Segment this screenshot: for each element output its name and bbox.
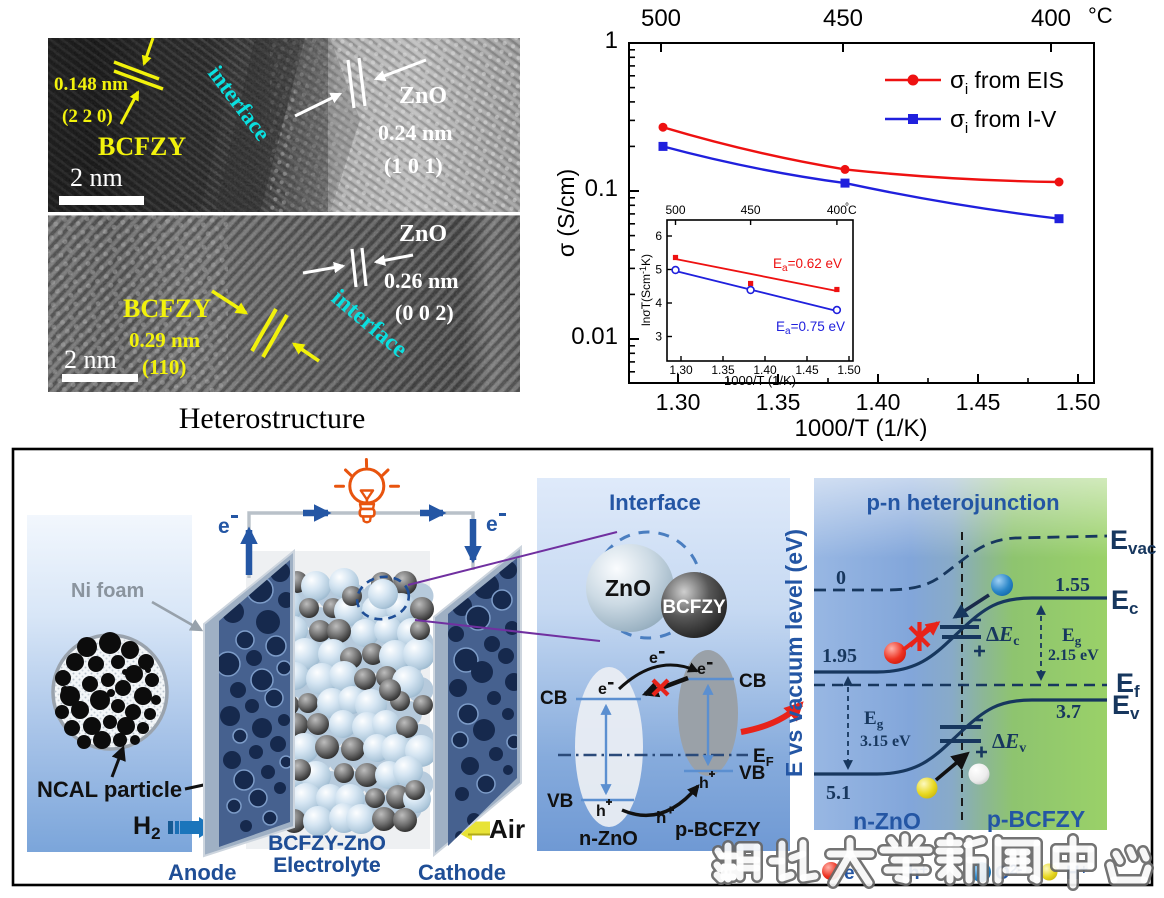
svg-text:3: 3 (655, 330, 662, 344)
svg-text:h: h (596, 803, 606, 820)
svg-text:0.148 nm: 0.148 nm (54, 74, 128, 95)
svg-text:(0 0 2): (0 0 2) (395, 300, 454, 325)
svg-text:1.30: 1.30 (669, 363, 693, 377)
svg-text:0: 0 (836, 567, 846, 589)
svg-text:°C: °C (1088, 3, 1113, 28)
svg-text:0.29 nm: 0.29 nm (129, 328, 201, 352)
svg-text:1.40: 1.40 (856, 389, 901, 415)
svg-text:Heterostructure: Heterostructure (179, 402, 366, 435)
svg-text:1.45: 1.45 (795, 363, 819, 377)
svg-text:500: 500 (641, 5, 681, 32)
svg-text:(1 0 1): (1 0 1) (384, 153, 443, 178)
svg-text:4: 4 (655, 296, 662, 310)
svg-text:NCAL particle: NCAL particle (37, 777, 182, 802)
svg-text:450: 450 (741, 203, 761, 217)
svg-text:p-BCFZY: p-BCFZY (987, 806, 1085, 832)
svg-text:ZnO: ZnO (605, 575, 651, 601)
svg-text:σi from I-V: σi from I-V (950, 106, 1057, 137)
svg-text:E vs vacuum level (eV): E vs vacuum level (eV) (781, 529, 807, 777)
svg-text:BCFZY-ZnO: BCFZY-ZnO (268, 832, 386, 855)
svg-text:BCFZY: BCFZY (123, 294, 211, 323)
svg-text:6: 6 (655, 229, 662, 243)
svg-text:2 nm: 2 nm (70, 163, 123, 192)
svg-text:e: e (697, 661, 706, 678)
svg-text:°: ° (845, 202, 849, 213)
svg-text:Electrolyte: Electrolyte (273, 854, 380, 877)
svg-text:2 nm: 2 nm (64, 345, 117, 374)
svg-text:p-BCFZY: p-BCFZY (675, 819, 761, 841)
svg-text:Cathode: Cathode (418, 860, 506, 885)
svg-text:CB: CB (540, 688, 567, 709)
svg-text:5: 5 (655, 263, 662, 277)
svg-text:e: e (649, 650, 658, 667)
svg-text:1.40: 1.40 (753, 363, 777, 377)
svg-text:σ (S/cm): σ (S/cm) (553, 169, 579, 257)
svg-text:e: e (486, 513, 498, 536)
svg-text:h: h (699, 775, 709, 792)
svg-text:e: e (598, 681, 607, 698)
svg-text:ZnO: ZnO (399, 221, 447, 247)
svg-text:0.01: 0.01 (571, 323, 618, 350)
svg-text:1.30: 1.30 (656, 389, 701, 415)
svg-text:0.24 nm: 0.24 nm (378, 120, 453, 145)
svg-text:400: 400 (1031, 5, 1071, 32)
svg-text:(110): (110) (142, 355, 186, 379)
svg-text:BCFZY-ZnO: BCFZY-ZnO (268, 832, 386, 855)
svg-text:1.50: 1.50 (1056, 389, 1101, 415)
svg-text:(2 2 0): (2 2 0) (62, 106, 113, 127)
svg-text:450: 450 (823, 5, 863, 32)
svg-text:1.55: 1.55 (1055, 574, 1090, 596)
svg-text:Interface: Interface (609, 490, 701, 515)
svg-text:C: C (848, 203, 857, 217)
svg-text:lnσT(Scm-1K): lnσT(Scm-1K) (638, 254, 653, 326)
svg-text:2.15 eV: 2.15 eV (1048, 647, 1099, 664)
svg-text:400: 400 (827, 203, 847, 217)
svg-text:e: e (218, 515, 230, 538)
svg-text:5.1: 5.1 (826, 782, 851, 804)
svg-text:Electrolyte: Electrolyte (273, 854, 380, 877)
svg-text:BCFZY: BCFZY (662, 597, 726, 618)
svg-text:Ea=0.75 eV: Ea=0.75 eV (776, 319, 845, 337)
svg-text:h: h (656, 808, 666, 827)
svg-text:VB: VB (739, 763, 765, 784)
svg-text:0.1: 0.1 (585, 175, 618, 202)
svg-text:500: 500 (665, 203, 685, 217)
svg-text:3.15 eV: 3.15 eV (860, 733, 911, 750)
svg-text:0.26 nm: 0.26 nm (384, 268, 459, 293)
svg-text:1: 1 (605, 27, 618, 54)
svg-text:ΔEv: ΔEv (992, 729, 1026, 756)
svg-text:1000/T (1/K): 1000/T (1/K) (795, 415, 928, 442)
svg-text:ZnO: ZnO (399, 83, 447, 109)
svg-text:BCFZY: BCFZY (98, 132, 186, 161)
svg-text:Ni foam: Ni foam (71, 580, 144, 602)
svg-text:Anode: Anode (168, 860, 236, 885)
svg-text:σi from EIS: σi from EIS (950, 67, 1064, 98)
svg-text:p-n heterojunction: p-n heterojunction (866, 490, 1059, 515)
svg-text:3.7: 3.7 (1056, 701, 1081, 723)
svg-text:1.35: 1.35 (756, 389, 801, 415)
svg-text:n-ZnO: n-ZnO (579, 828, 638, 850)
svg-text:CB: CB (739, 671, 766, 692)
svg-text:1.95: 1.95 (822, 645, 857, 667)
svg-text:Air: Air (489, 814, 525, 844)
svg-text:1.35: 1.35 (711, 363, 735, 377)
svg-text:1000/T (1/K): 1000/T (1/K) (724, 373, 796, 388)
svg-text:VB: VB (547, 791, 573, 812)
svg-text:n-ZnO: n-ZnO (853, 808, 921, 834)
svg-text:1.45: 1.45 (956, 389, 1001, 415)
svg-text:Ea=0.62 eV: Ea=0.62 eV (773, 256, 842, 274)
svg-text:1.50: 1.50 (837, 363, 861, 377)
